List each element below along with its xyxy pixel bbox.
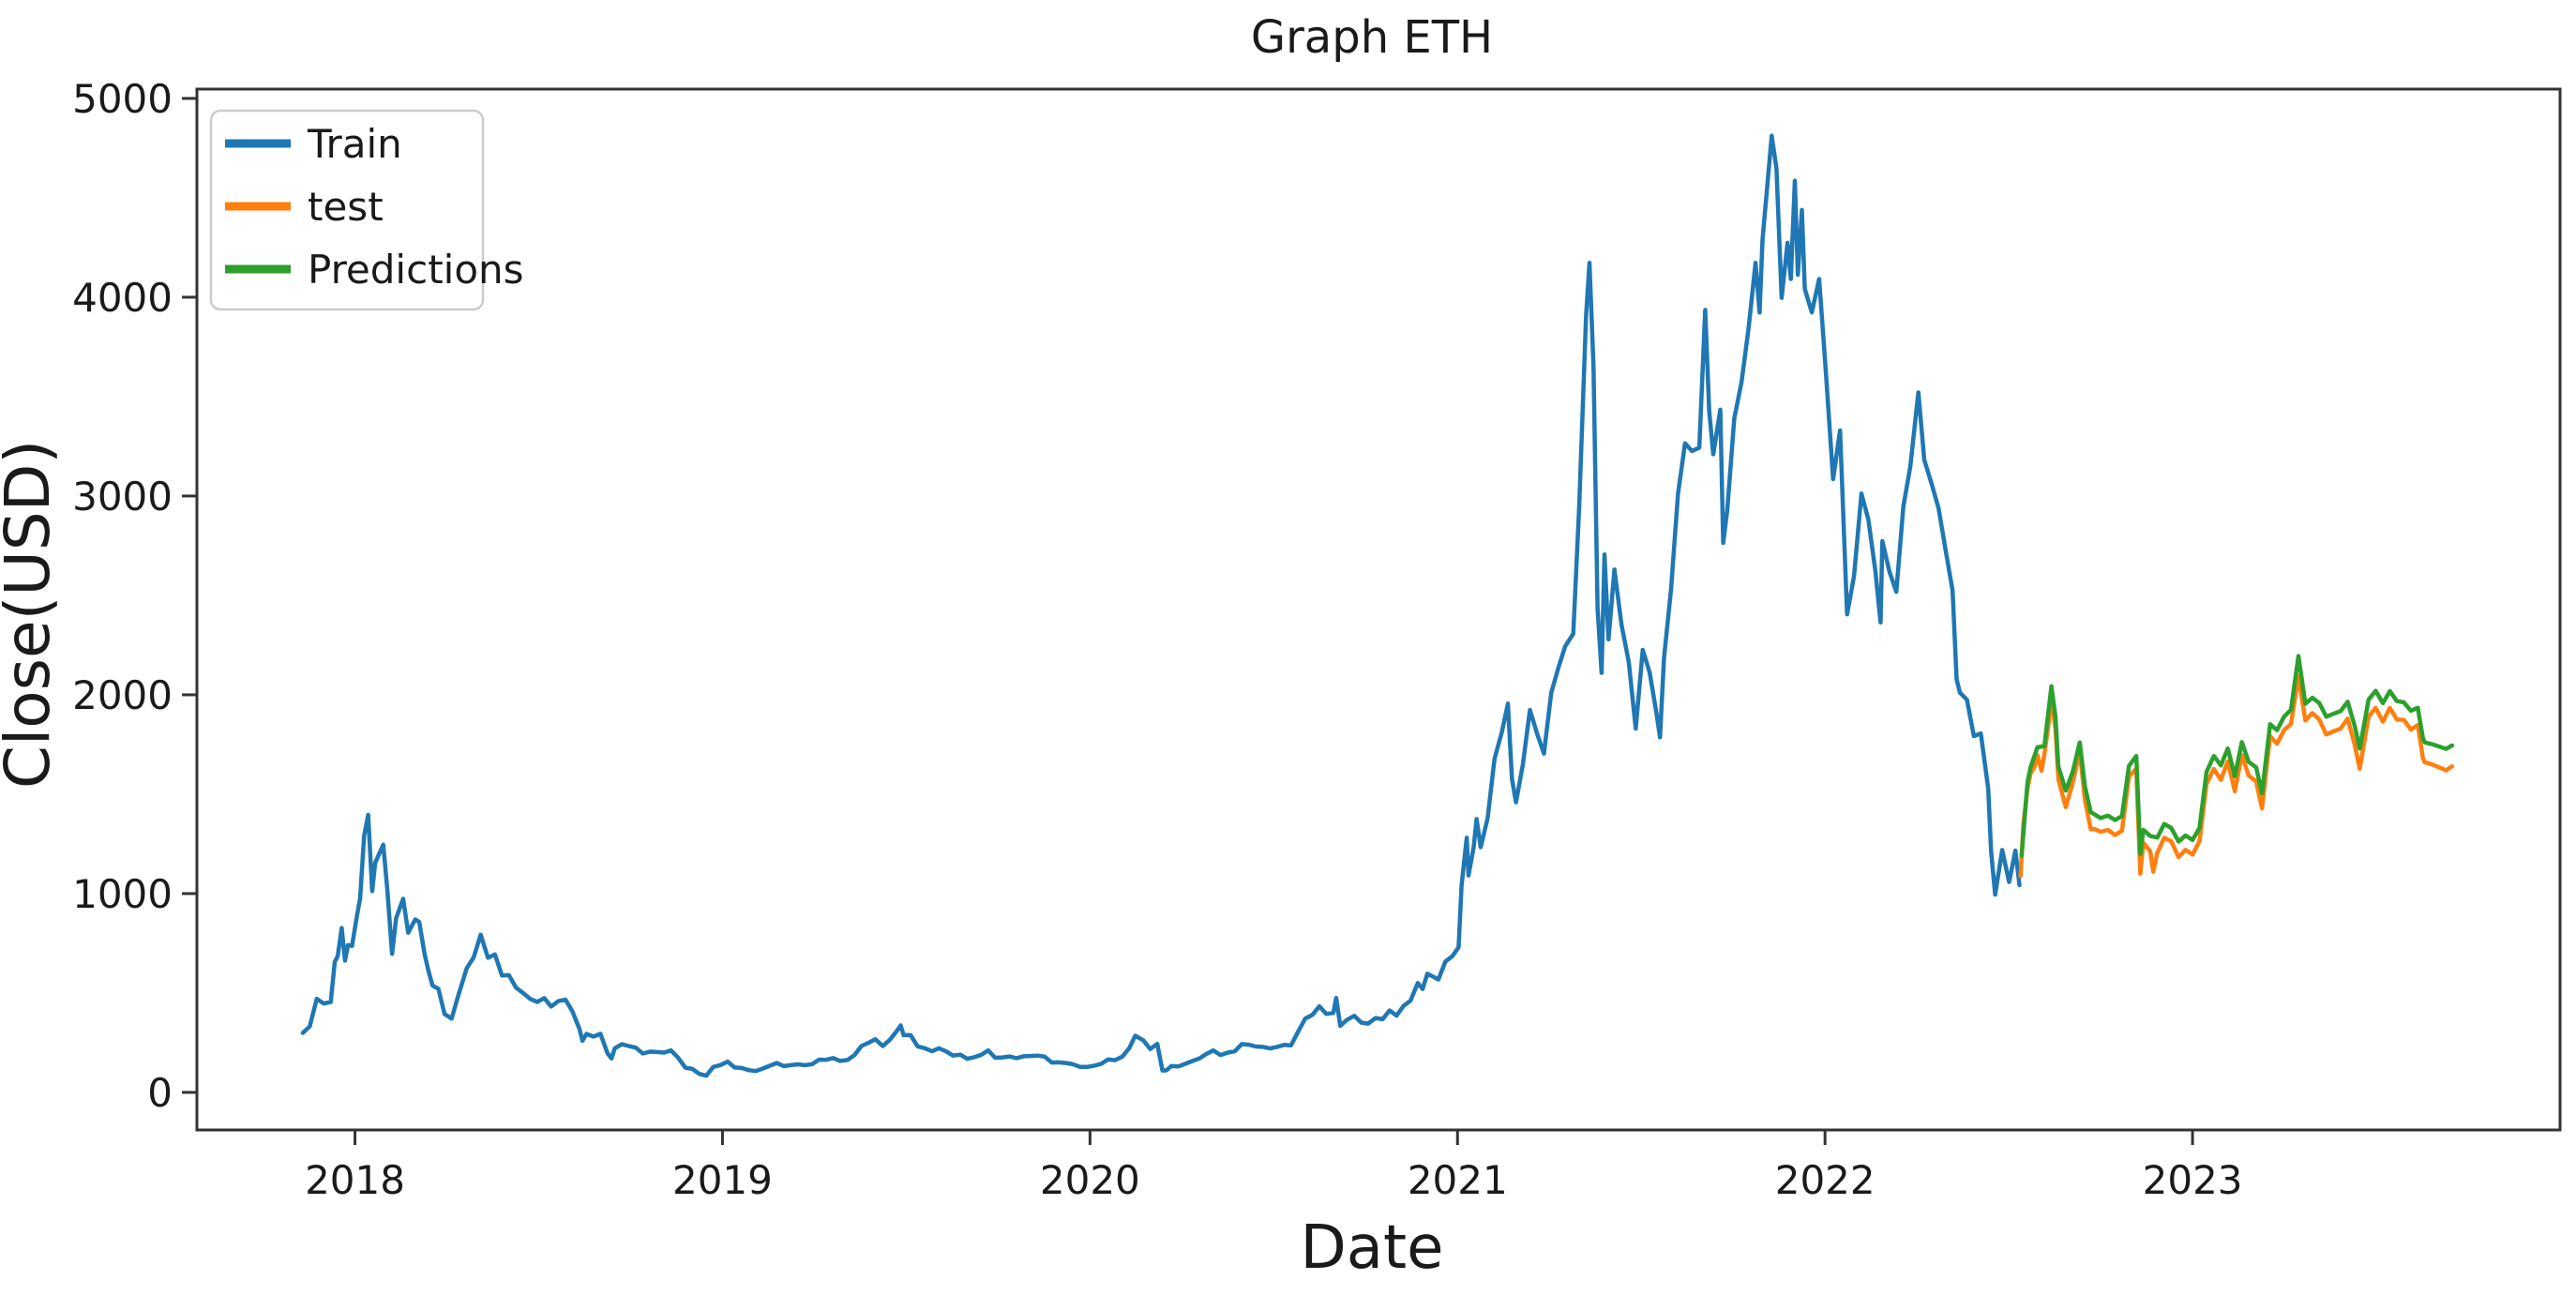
- x-tick-label: 2022: [1775, 1157, 1876, 1203]
- legend: Train test Predictions: [209, 109, 524, 311]
- y-tick-label: 2000: [72, 672, 173, 718]
- x-axis-label: Date: [1301, 1213, 1444, 1283]
- series-group: [300, 133, 2455, 1078]
- legend-label-predictions: Predictions: [308, 247, 524, 293]
- y-tick-label: 4000: [72, 275, 173, 321]
- y-tick-label: 5000: [72, 76, 173, 122]
- y-ticks: [182, 97, 197, 1094]
- x-tick-label: 2018: [305, 1157, 405, 1203]
- legend-label-test: test: [308, 184, 384, 230]
- plot-background: [197, 89, 2560, 1130]
- x-ticks: [354, 1130, 2194, 1145]
- x-tick-label: 2023: [2143, 1157, 2243, 1203]
- legend-label-train: Train: [307, 121, 402, 167]
- x-tick-labels: 2018 2019 2020 2021 2022 2023: [305, 1157, 2242, 1203]
- test-line: [2018, 673, 2455, 879]
- y-tick-label: 1000: [72, 871, 173, 917]
- legend-box: [209, 109, 485, 311]
- y-tick-label: 3000: [72, 474, 173, 520]
- y-tick-labels: 0 1000 2000 3000 4000 5000: [72, 76, 173, 1116]
- x-tick-label: 2020: [1040, 1157, 1140, 1203]
- predictions-line: [2019, 654, 2455, 858]
- train-line: [300, 133, 2022, 1078]
- y-axis-label: Close(USD): [0, 440, 64, 789]
- chart-title: Graph ETH: [1251, 11, 1493, 64]
- axes-spines: [195, 87, 2562, 1132]
- x-tick-label: 2019: [672, 1157, 773, 1203]
- x-tick-label: 2021: [1408, 1157, 1508, 1203]
- y-tick-label: 0: [147, 1070, 173, 1116]
